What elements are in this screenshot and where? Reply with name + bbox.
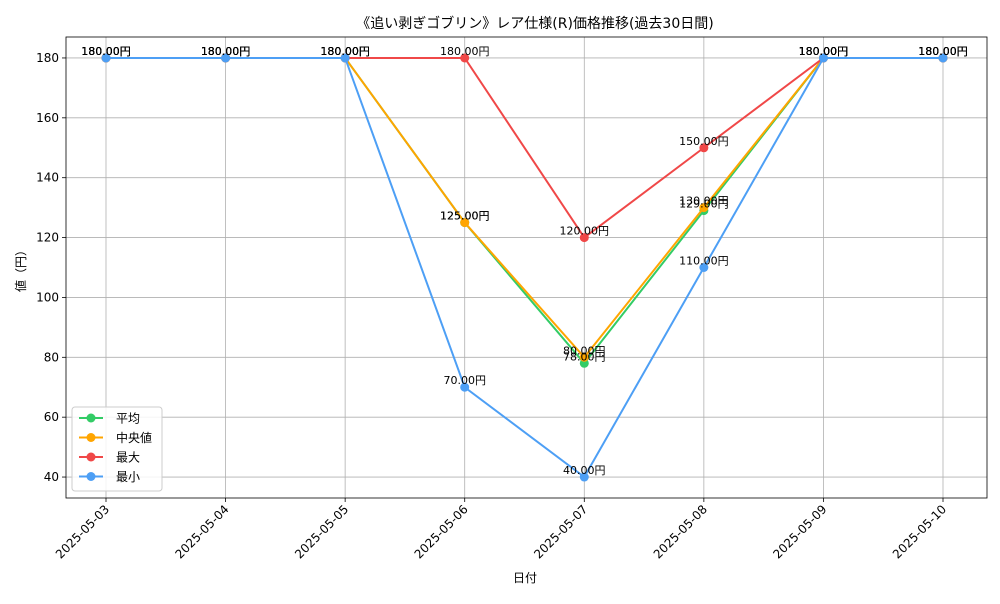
x-tick-label: 2025-05-07 — [531, 502, 590, 561]
data-label: 180.00円 — [799, 45, 849, 58]
data-labels: 180.00円 180.00円 180.00円125.00円78.00円129.00… — [81, 45, 968, 477]
chart-container: 《追い剥ぎゴブリン》レア仕様(R)価格推移(過去30日間) 180.00円 180… — [0, 0, 1000, 600]
series-line — [106, 58, 943, 363]
x-tick-label: 2025-05-04 — [172, 502, 231, 561]
data-label: 40.00円 — [563, 464, 606, 477]
y-tick-label: 80 — [44, 350, 59, 364]
data-label: 80.00円 — [563, 344, 606, 357]
x-tick-label: 2025-05-03 — [53, 502, 112, 561]
data-label: 180.00円 — [201, 45, 251, 58]
series-line — [106, 58, 943, 477]
y-tick-label: 100 — [36, 290, 59, 304]
legend-label: 最大 — [116, 451, 140, 465]
data-label: 120.00円 — [560, 225, 610, 238]
legend-label: 最小 — [116, 470, 140, 484]
x-tick-label: 2025-05-06 — [412, 502, 471, 561]
chart-title: 《追い剥ぎゴブリン》レア仕様(R)価格推移(過去30日間) — [356, 15, 713, 32]
data-label: 70.00円 — [443, 374, 486, 387]
data-label: 150.00円 — [679, 135, 729, 148]
grid — [66, 37, 987, 498]
line-chart: 《追い剥ぎゴブリン》レア仕様(R)価格推移(過去30日間) 180.00円 180… — [0, 0, 1000, 600]
legend-label: 中央値 — [116, 430, 152, 445]
data-label: 110.00円 — [679, 255, 729, 268]
x-tick-label: 2025-05-09 — [770, 502, 829, 561]
legend-marker — [87, 433, 96, 442]
data-label: 180.00円 — [320, 45, 370, 58]
y-tick-label: 60 — [44, 410, 59, 424]
series-line — [106, 58, 943, 357]
y-tick-label: 160 — [36, 111, 59, 125]
legend-marker — [87, 472, 96, 481]
y-tick-label: 140 — [36, 171, 59, 185]
x-axis-label: 日付 — [513, 571, 537, 585]
plot-frame — [66, 37, 987, 498]
axis-ticks: 2025-05-03 2025-05-04 2025-05-05 2025-05-06… — [36, 51, 949, 561]
y-tick-label: 120 — [36, 231, 59, 245]
data-label: 180.00円 — [918, 45, 968, 58]
data-label: 125.00円 — [440, 210, 490, 223]
y-tick-label: 40 — [44, 470, 59, 484]
y-axis-label: 値（円） — [13, 244, 28, 292]
legend-marker — [87, 453, 96, 462]
legend-marker — [87, 414, 96, 423]
legend-label: 平均 — [116, 412, 140, 426]
x-tick-label: 2025-05-10 — [890, 502, 949, 561]
x-tick-label: 2025-05-08 — [651, 502, 710, 561]
data-label: 180.00円 — [440, 45, 490, 58]
y-tick-label: 180 — [36, 51, 59, 65]
x-tick-label: 2025-05-05 — [292, 502, 351, 561]
series-line — [106, 58, 943, 238]
data-label: 180.00円 — [81, 45, 131, 58]
data-label: 130.00円 — [679, 195, 729, 208]
